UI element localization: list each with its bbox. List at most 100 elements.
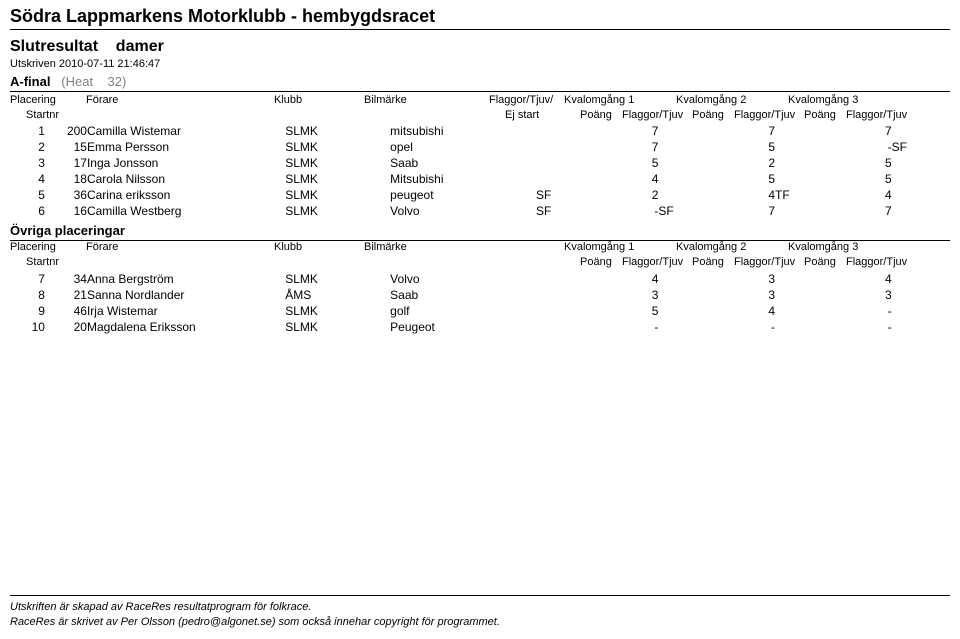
cell-kv2-flag	[775, 319, 833, 335]
hdr-ft-b2: Flaggor/Tjuv	[734, 256, 804, 269]
cell-kv1-poang: 7	[600, 123, 658, 139]
hdr-forare-b: Förare	[86, 241, 274, 254]
hdr-poang-b3: Poäng	[804, 256, 846, 269]
cell-kv1-flag	[658, 139, 716, 155]
cell-kv3-poang: -	[833, 303, 891, 319]
cell-kv3-flag	[892, 171, 950, 187]
table-row: 1200Camilla WistemarSLMKmitsubishi777	[10, 123, 950, 139]
heat-number: 32)	[108, 74, 127, 89]
cell-kv3-flag	[892, 287, 950, 303]
cell-plac: 4	[10, 171, 45, 187]
cell-startnr: 36	[45, 187, 87, 203]
cell-klubb: SLMK	[285, 203, 390, 219]
cell-bilmarke: peugeot	[390, 187, 536, 203]
cell-plac: 10	[10, 319, 45, 335]
cell-klubb: SLMK	[285, 187, 390, 203]
cell-startnr: 15	[45, 139, 87, 155]
cell-klubb: SLMK	[285, 155, 390, 171]
hdr-poang-3: Poäng	[804, 109, 846, 122]
cell-klubb: SLMK	[285, 139, 390, 155]
table-subheader-b: Startnr PoängFlaggor/Tjuv PoängFlaggor/T…	[10, 256, 950, 269]
cell-plac: 2	[10, 139, 45, 155]
cell-kv3-poang: 3	[833, 287, 891, 303]
cell-bilmarke: mitsubishi	[390, 123, 536, 139]
hdr-ft-1: Flaggor/Tjuv	[622, 109, 692, 122]
cell-kv1-poang: 4	[600, 171, 658, 187]
cell-flaggor-tjuv	[536, 319, 600, 335]
hdr-startnr: Startnr	[10, 109, 84, 122]
cell-bilmarke: Peugeot	[390, 319, 536, 335]
cell-startnr: 18	[45, 171, 87, 187]
cell-plac: 1	[10, 123, 45, 139]
cell-flaggor-tjuv	[536, 287, 600, 303]
cell-startnr: 21	[45, 287, 87, 303]
cell-flaggor-tjuv	[536, 303, 600, 319]
cell-startnr: 200	[45, 123, 87, 139]
cell-kv2-poang: -	[717, 319, 775, 335]
cell-bilmarke: Volvo	[390, 203, 536, 219]
cell-kv3-poang: 7	[833, 123, 891, 139]
cell-name: Emma Persson	[87, 139, 285, 155]
cell-kv2-poang: 3	[717, 287, 775, 303]
cell-flaggor-tjuv	[536, 271, 600, 287]
cell-bilmarke: Saab	[390, 155, 536, 171]
cell-klubb: SLMK	[285, 271, 390, 287]
subtitle-right: damer	[116, 38, 164, 55]
cell-klubb: SLMK	[285, 303, 390, 319]
hdr-klubb: Klubb	[274, 94, 364, 107]
table-row: 616Camilla WestbergSLMKVolvoSF-SF77	[10, 203, 950, 219]
hdr-ejstart: Ej start	[505, 109, 580, 122]
cell-flaggor-tjuv	[536, 139, 600, 155]
cell-kv2-flag	[775, 287, 833, 303]
table-header-b: Placering Förare Klubb Bilmärke Kvalomgå…	[10, 241, 950, 254]
cell-plac: 3	[10, 155, 45, 171]
cell-plac: 6	[10, 203, 45, 219]
cell-startnr: 46	[45, 303, 87, 319]
afinal-label: A-final	[10, 74, 50, 89]
table-row: 821Sanna NordlanderÅMSSaab333	[10, 287, 950, 303]
heat-label: (Heat	[61, 74, 93, 89]
cell-name: Inga Jonsson	[87, 155, 285, 171]
cell-kv3-flag	[892, 319, 950, 335]
cell-bilmarke: opel	[390, 139, 536, 155]
cell-kv1-poang: 2	[600, 187, 658, 203]
cell-kv1-poang: 5	[600, 303, 658, 319]
cell-kv1-poang: -	[600, 203, 658, 219]
hdr-poang-1: Poäng	[580, 109, 622, 122]
cell-kv3-poang: 5	[833, 155, 891, 171]
footer-line-2: RaceRes är skrivet av Per Olsson (pedro@…	[10, 615, 950, 629]
table-row: 734Anna BergströmSLMKVolvo434	[10, 271, 950, 287]
cell-klubb: SLMK	[285, 123, 390, 139]
cell-kv2-flag	[775, 155, 833, 171]
cell-kv3-poang: 7	[833, 203, 891, 219]
cell-name: Anna Bergström	[87, 271, 285, 287]
hdr-startnr-b: Startnr	[10, 256, 84, 269]
cell-name: Camilla Wistemar	[87, 123, 285, 139]
cell-flaggor-tjuv	[536, 171, 600, 187]
hdr-kv2: Kvalomgång 2	[676, 94, 788, 107]
hdr-placering: Placering	[10, 94, 68, 107]
cell-name: Carina eriksson	[87, 187, 285, 203]
cell-kv1-flag	[658, 155, 716, 171]
cell-plac: 7	[10, 271, 45, 287]
cell-kv1-flag	[658, 287, 716, 303]
cell-bilmarke: golf	[390, 303, 536, 319]
hdr-bilmarke-b: Bilmärke	[364, 241, 489, 254]
heat-line: A-final (Heat 32)	[10, 74, 950, 92]
hdr-poang-b2: Poäng	[692, 256, 734, 269]
cell-klubb: ÅMS	[285, 287, 390, 303]
table-row: 215Emma PerssonSLMKopel75-SF	[10, 139, 950, 155]
printed-line: Utskriven 2010-07-11 21:46:47	[10, 58, 950, 70]
hdr-kv2-b: Kvalomgång 2	[676, 241, 788, 254]
cell-klubb: SLMK	[285, 319, 390, 335]
hdr-ft-3: Flaggor/Tjuv	[846, 109, 916, 122]
cell-plac: 5	[10, 187, 45, 203]
cell-kv2-flag: TF	[775, 187, 833, 203]
cell-kv2-flag	[775, 123, 833, 139]
cell-name: Sanna Nordlander	[87, 287, 285, 303]
cell-kv1-poang: -	[600, 319, 658, 335]
cell-kv2-poang: 3	[717, 271, 775, 287]
results-table-a: 1200Camilla WistemarSLMKmitsubishi777215…	[10, 123, 950, 219]
footer: Utskriften är skapad av RaceRes resultat…	[10, 595, 950, 629]
cell-kv2-flag	[775, 139, 833, 155]
